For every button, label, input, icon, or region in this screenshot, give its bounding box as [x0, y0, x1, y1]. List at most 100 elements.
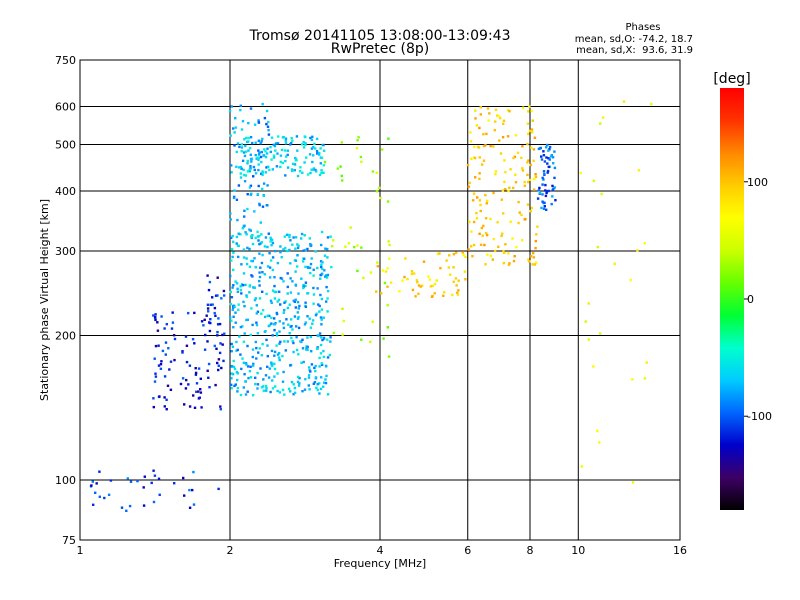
data-point	[598, 441, 601, 444]
data-point	[248, 168, 251, 171]
data-point	[507, 189, 510, 193]
data-point	[284, 159, 287, 163]
data-point	[154, 313, 157, 316]
data-point	[244, 362, 248, 365]
data-point	[484, 144, 487, 147]
data-point	[279, 303, 282, 306]
data-point	[281, 380, 285, 383]
data-point	[120, 506, 124, 509]
data-point	[318, 173, 322, 177]
data-point	[269, 150, 272, 154]
data-point	[221, 333, 224, 337]
data-point	[297, 244, 300, 247]
data-point	[240, 292, 243, 295]
data-point	[484, 217, 488, 220]
data-point	[320, 336, 323, 339]
data-point	[161, 349, 165, 353]
data-point	[263, 148, 266, 151]
data-point	[369, 340, 372, 344]
data-point	[507, 252, 510, 255]
data-point	[545, 190, 549, 193]
data-point	[264, 150, 267, 153]
data-point	[230, 164, 233, 167]
data-point	[279, 154, 283, 157]
data-point	[218, 351, 222, 355]
x-axis-ticks: 1 2 4 6 8 10 16	[77, 544, 688, 557]
data-point	[286, 166, 290, 169]
data-point	[528, 129, 532, 132]
data-point	[283, 393, 286, 396]
data-point	[311, 319, 315, 322]
data-point	[229, 218, 232, 221]
data-point	[475, 217, 479, 220]
data-point	[301, 260, 305, 263]
data-point	[326, 310, 329, 313]
data-point	[285, 233, 289, 236]
data-point	[256, 235, 260, 238]
data-point	[281, 388, 285, 392]
data-point	[261, 253, 264, 257]
data-point	[493, 249, 497, 253]
data-point	[152, 397, 155, 400]
data-point	[90, 484, 93, 487]
data-point	[332, 331, 335, 335]
data-point	[277, 135, 280, 138]
data-point	[542, 154, 546, 157]
data-point	[275, 290, 278, 294]
data-point	[109, 479, 113, 482]
data-point	[325, 285, 328, 289]
data-point	[244, 144, 247, 148]
data-point	[290, 318, 293, 321]
data-point	[276, 353, 280, 356]
plot-frame	[79, 59, 681, 541]
data-point	[414, 295, 417, 298]
data-point	[251, 394, 255, 397]
data-point	[349, 226, 352, 229]
data-point	[243, 209, 246, 212]
data-point	[276, 152, 279, 155]
data-point	[254, 266, 258, 269]
data-point	[248, 265, 252, 268]
data-point	[249, 136, 253, 139]
data-point	[310, 363, 314, 366]
data-point	[314, 376, 318, 379]
data-point	[258, 284, 261, 287]
data-point	[503, 159, 506, 162]
data-point	[601, 116, 605, 119]
data-point	[232, 127, 235, 130]
data-point	[199, 377, 202, 380]
data-point	[261, 173, 264, 177]
data-point	[314, 314, 318, 317]
data-point	[270, 363, 273, 366]
data-point	[376, 265, 379, 268]
data-point	[235, 242, 238, 245]
data-point	[187, 383, 190, 386]
data-point	[278, 320, 281, 323]
data-point	[217, 317, 220, 320]
data-point	[200, 406, 203, 409]
data-point	[296, 174, 300, 178]
data-point	[546, 171, 549, 174]
data-point	[548, 158, 551, 161]
data-point	[256, 156, 260, 159]
data-point	[249, 165, 252, 168]
data-point	[257, 163, 260, 166]
data-point	[261, 309, 265, 312]
colorbar-tick-label: 0	[747, 293, 754, 306]
data-point	[322, 385, 325, 388]
data-point	[260, 172, 263, 175]
data-point	[322, 349, 325, 353]
data-point	[271, 334, 274, 337]
data-point	[195, 382, 199, 385]
data-point	[293, 315, 297, 318]
data-point	[238, 145, 241, 149]
data-point	[532, 159, 535, 162]
data-point	[332, 239, 335, 242]
data-point	[454, 277, 458, 280]
data-point	[268, 314, 271, 318]
data-point	[547, 157, 550, 160]
data-point	[324, 378, 327, 381]
data-point	[257, 351, 260, 354]
data-point	[274, 249, 277, 253]
